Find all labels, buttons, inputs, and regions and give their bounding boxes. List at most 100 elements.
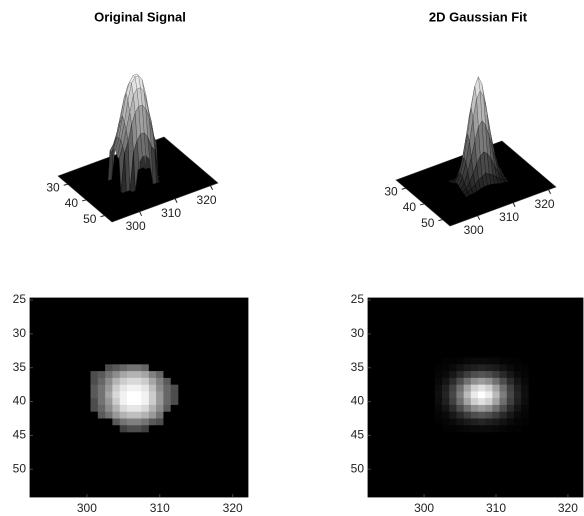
surface-x-tick-label: 310	[499, 210, 519, 224]
image-pixel	[90, 404, 99, 413]
image-pixel	[126, 425, 135, 433]
image-pixel	[119, 425, 128, 433]
image-pixel	[97, 398, 106, 406]
image-pixel	[492, 364, 500, 372]
image-pixel	[492, 411, 500, 419]
image-pixel	[434, 391, 443, 399]
image-pixel	[485, 364, 493, 372]
image-pixel	[170, 371, 179, 379]
image-pixel	[148, 391, 157, 399]
image-pixel	[156, 384, 164, 392]
image-pixel	[521, 418, 529, 426]
image-pixel	[112, 384, 120, 392]
image-pixel	[163, 391, 172, 399]
image-pixel	[513, 391, 522, 399]
image-pixel	[442, 364, 450, 372]
y-tick-label: 45	[13, 428, 27, 442]
image-pixel	[156, 391, 164, 399]
y-tick-label: 30	[351, 326, 365, 340]
image-pixel	[134, 398, 142, 406]
image-pixel	[126, 391, 135, 399]
image-pixel	[148, 425, 157, 433]
image-pixel	[141, 411, 150, 419]
image-pixel	[492, 418, 500, 426]
surface-y-tick-label: 40	[65, 196, 79, 210]
image-pixel	[434, 377, 443, 385]
image-pixel	[112, 364, 120, 372]
image-pixel	[90, 377, 99, 385]
surface-x-tick-label: 320	[197, 193, 217, 207]
image-pixel	[449, 404, 457, 413]
image-pixel	[499, 371, 508, 379]
image-pixel	[163, 418, 172, 426]
image-pixel	[449, 371, 457, 379]
image-pixel	[442, 398, 450, 406]
image-pixel	[148, 384, 157, 392]
image-pixel	[506, 391, 515, 399]
image-pixel	[506, 371, 515, 379]
image-pixel	[434, 425, 443, 433]
image-pixel	[478, 377, 486, 385]
image-pixel	[478, 371, 486, 379]
image-pixel	[470, 391, 479, 399]
image-pixel	[449, 398, 457, 406]
image-pixel	[485, 425, 493, 433]
image-pixel	[506, 364, 515, 372]
image-pixel	[148, 404, 157, 413]
image-pixel	[521, 391, 529, 399]
image-pixel	[141, 384, 150, 392]
surface-x-tick	[512, 202, 516, 208]
image-pixel	[463, 425, 472, 433]
image-pixel	[506, 357, 515, 365]
surface-x-tick	[548, 189, 552, 194]
y-tick-label: 35	[351, 360, 365, 374]
image-pixel	[442, 411, 450, 419]
image-pixel	[112, 418, 120, 426]
image-pixel	[126, 377, 135, 385]
image-pixel	[485, 384, 493, 392]
image-pixel	[463, 371, 472, 379]
y-tick-label: 25	[13, 292, 27, 306]
image-pixel	[449, 391, 457, 399]
surface-x-tick	[210, 185, 214, 190]
image-pixel	[112, 398, 120, 406]
image-pixel	[521, 411, 529, 419]
image-pixel	[456, 364, 464, 372]
image-pixel	[492, 357, 500, 365]
image-pixel	[499, 418, 508, 426]
image-pixel	[105, 398, 113, 406]
x-tick-label: 300	[77, 501, 97, 515]
image-pixel	[449, 377, 457, 385]
image-pixel	[449, 418, 457, 426]
image-pixel	[112, 391, 120, 399]
image-pixel	[456, 404, 464, 413]
image-pixel	[442, 425, 450, 433]
image-pixel	[156, 411, 164, 419]
image-pixel	[470, 377, 479, 385]
image-pixel	[112, 371, 120, 379]
image-pixel	[485, 411, 493, 419]
surface-y-tick	[63, 183, 68, 186]
image-pixel	[485, 404, 493, 413]
image-pixel	[170, 418, 179, 426]
image-pixel	[513, 404, 522, 413]
image-pixel	[442, 357, 450, 365]
x-tick-label: 310	[150, 501, 170, 515]
image-pixel	[470, 398, 479, 406]
surface-y-tick	[419, 203, 425, 206]
image-pixel	[105, 391, 113, 399]
image-pixel	[148, 364, 157, 372]
image-pixel	[112, 425, 120, 433]
image-frame	[367, 297, 584, 498]
image-pixel	[434, 384, 443, 392]
image-pixel	[119, 418, 128, 426]
image-pixel	[119, 371, 128, 379]
image-pixel	[521, 425, 529, 433]
surface-y-tick-label: 30	[46, 180, 60, 194]
image-pixel	[442, 418, 450, 426]
image-pixel	[506, 418, 515, 426]
image-pixel	[521, 404, 529, 413]
image-pixel	[499, 384, 508, 392]
image-pixel	[97, 418, 106, 426]
image-pixel	[170, 384, 179, 392]
